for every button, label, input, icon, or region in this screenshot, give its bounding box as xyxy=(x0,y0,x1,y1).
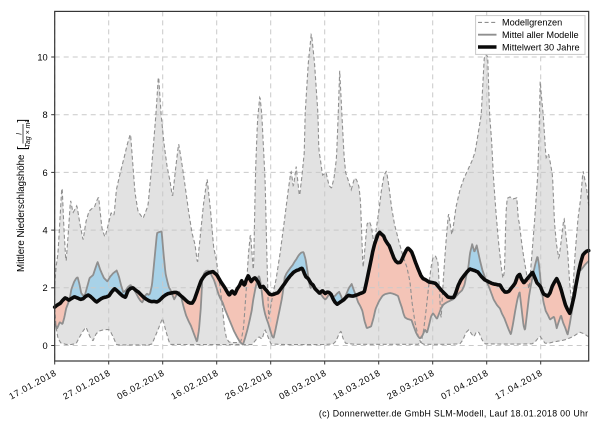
svg-text:]: ] xyxy=(15,119,30,123)
svg-text:Modellgrenzen: Modellgrenzen xyxy=(502,18,562,28)
svg-text:Mittel aller Modelle: Mittel aller Modelle xyxy=(502,30,579,40)
svg-text:0: 0 xyxy=(43,341,48,351)
svg-text:10: 10 xyxy=(37,52,47,62)
svg-text:(c) Donnerwetter.de GmbH SLM-M: (c) Donnerwetter.de GmbH SLM-Modell, Lau… xyxy=(319,409,589,419)
svg-text:6: 6 xyxy=(43,168,48,178)
svg-text:Tag × m²: Tag × m² xyxy=(25,120,32,148)
svg-text:Mittelwert 30 Jahre: Mittelwert 30 Jahre xyxy=(502,42,580,52)
svg-text:4: 4 xyxy=(43,226,48,236)
svg-text:8: 8 xyxy=(43,110,48,120)
svg-text:[: [ xyxy=(15,146,30,150)
svg-text:l: l xyxy=(17,133,24,135)
svg-text:2: 2 xyxy=(43,283,48,293)
svg-text:Mittlere Niederschlagshöhe: Mittlere Niederschlagshöhe xyxy=(16,155,27,272)
